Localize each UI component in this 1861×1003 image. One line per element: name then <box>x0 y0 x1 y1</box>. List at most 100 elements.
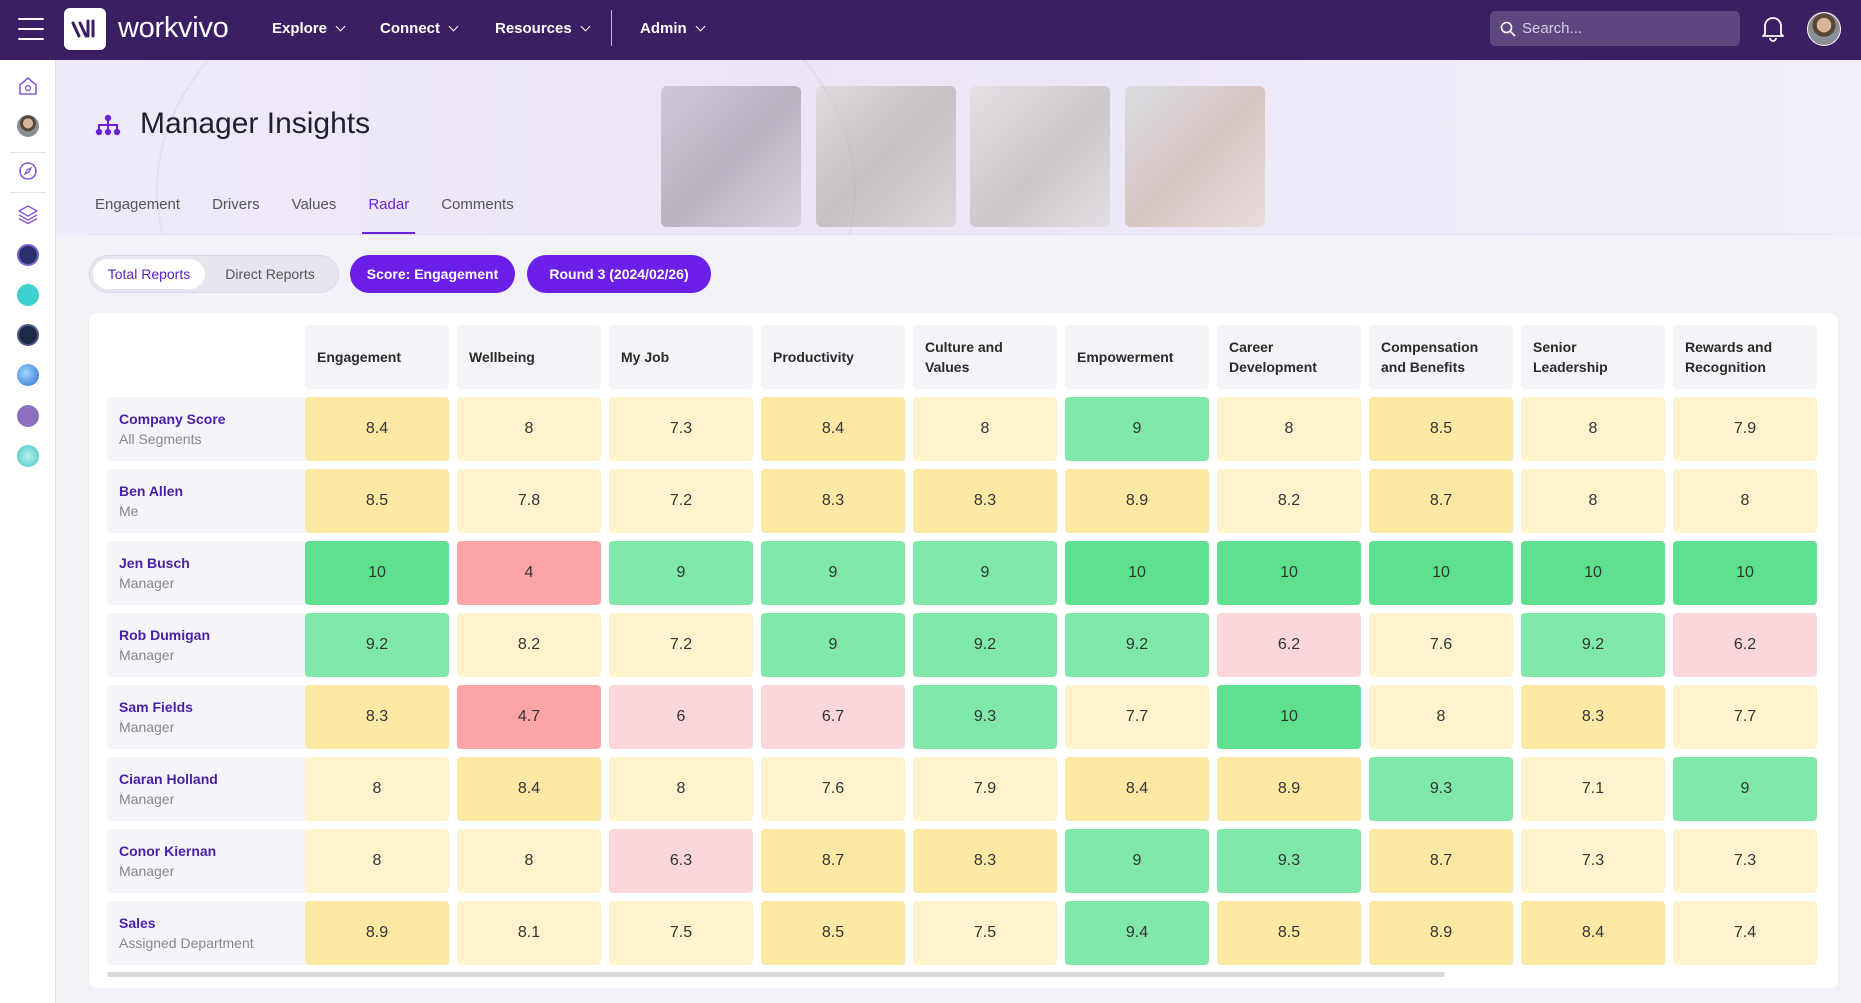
score-cell[interactable]: 7.8 <box>457 469 601 533</box>
space-avatar-5[interactable] <box>15 403 41 429</box>
nav-resources[interactable]: Resources <box>495 20 591 37</box>
tab-values[interactable]: Values <box>291 196 337 213</box>
score-cell[interactable]: 8.7 <box>761 829 905 893</box>
score-cell[interactable]: 9 <box>913 541 1057 605</box>
score-cell[interactable]: 8.4 <box>305 397 449 461</box>
score-cell[interactable]: 9.2 <box>305 613 449 677</box>
score-cell[interactable]: 9 <box>761 613 905 677</box>
home-icon[interactable] <box>15 73 41 99</box>
space-avatar-6[interactable] <box>15 443 41 469</box>
tab-radar[interactable]: Radar <box>362 196 425 234</box>
brand-name[interactable]: workvivo <box>118 12 229 44</box>
score-cell[interactable]: 9 <box>1065 397 1209 461</box>
score-cell[interactable]: 8.7 <box>1369 469 1513 533</box>
score-cell[interactable]: 8.9 <box>1065 469 1209 533</box>
score-cell[interactable]: 7.5 <box>609 901 753 965</box>
row-name[interactable]: Ciaran Holland <box>119 771 218 787</box>
score-cell[interactable]: 8 <box>1217 397 1361 461</box>
score-cell[interactable]: 8.9 <box>305 901 449 965</box>
tab-comments[interactable]: Comments <box>441 196 514 213</box>
score-cell[interactable]: 7.2 <box>609 469 753 533</box>
row-name[interactable]: Conor Kiernan <box>119 843 217 859</box>
row-name[interactable]: Jen Busch <box>119 555 190 571</box>
score-cell[interactable]: 8 <box>305 829 449 893</box>
space-avatar-3[interactable] <box>15 322 41 348</box>
score-cell[interactable]: 7.3 <box>609 397 753 461</box>
score-cell[interactable]: 7.3 <box>1673 829 1817 893</box>
row-name[interactable]: Sam Fields <box>119 699 193 715</box>
score-cell[interactable]: 9.3 <box>1217 829 1361 893</box>
score-cell[interactable]: 8 <box>1521 397 1665 461</box>
score-cell[interactable]: 8 <box>1369 685 1513 749</box>
score-cell[interactable]: 8 <box>609 757 753 821</box>
hamburger-menu-icon[interactable] <box>18 18 44 40</box>
nav-admin[interactable]: Admin <box>640 20 706 37</box>
space-avatar-1[interactable] <box>15 242 41 268</box>
score-cell[interactable]: 8 <box>457 397 601 461</box>
bell-icon[interactable] <box>1760 14 1786 42</box>
score-cell[interactable]: 10 <box>305 541 449 605</box>
tab-drivers[interactable]: Drivers <box>212 196 260 213</box>
score-cell[interactable]: 10 <box>1065 541 1209 605</box>
workvivo-logo-icon[interactable] <box>64 8 106 50</box>
score-cell[interactable]: 7.7 <box>1673 685 1817 749</box>
score-cell[interactable]: 8.5 <box>1217 901 1361 965</box>
profile-avatar[interactable] <box>15 113 41 139</box>
score-cell[interactable]: 8 <box>913 397 1057 461</box>
search-box[interactable] <box>1490 11 1740 46</box>
score-cell[interactable]: 9.2 <box>1065 613 1209 677</box>
score-cell[interactable]: 8 <box>1521 469 1665 533</box>
score-cell[interactable]: 8.3 <box>913 829 1057 893</box>
score-cell[interactable]: 6.2 <box>1217 613 1361 677</box>
nav-connect[interactable]: Connect <box>380 20 459 37</box>
score-cell[interactable]: 9.2 <box>1521 613 1665 677</box>
score-cell[interactable]: 7.9 <box>1673 397 1817 461</box>
score-cell[interactable]: 6.2 <box>1673 613 1817 677</box>
score-cell[interactable]: 8 <box>1673 469 1817 533</box>
score-cell[interactable]: 9 <box>761 541 905 605</box>
row-name[interactable]: Rob Dumigan <box>119 627 210 643</box>
score-cell[interactable]: 7.7 <box>1065 685 1209 749</box>
score-cell[interactable]: 9 <box>1673 757 1817 821</box>
score-cell[interactable]: 8.2 <box>457 613 601 677</box>
score-cell[interactable]: 8.4 <box>1521 901 1665 965</box>
score-cell[interactable]: 8.4 <box>1065 757 1209 821</box>
score-cell[interactable]: 6.7 <box>761 685 905 749</box>
total-reports-button[interactable]: Total Reports <box>93 259 205 289</box>
score-cell[interactable]: 8.3 <box>305 685 449 749</box>
score-cell[interactable]: 8.5 <box>305 469 449 533</box>
score-cell[interactable]: 8.9 <box>1369 901 1513 965</box>
score-cell[interactable]: 8.2 <box>1217 469 1361 533</box>
score-filter-button[interactable]: Score: Engagement <box>350 255 515 293</box>
score-cell[interactable]: 8.3 <box>913 469 1057 533</box>
score-cell[interactable]: 6 <box>609 685 753 749</box>
score-cell[interactable]: 8.7 <box>1369 829 1513 893</box>
score-cell[interactable]: 8.4 <box>457 757 601 821</box>
score-cell[interactable]: 8.5 <box>761 901 905 965</box>
row-name[interactable]: Company Score <box>119 411 226 427</box>
score-cell[interactable]: 7.2 <box>609 613 753 677</box>
score-cell[interactable]: 10 <box>1521 541 1665 605</box>
space-avatar-2[interactable] <box>15 282 41 308</box>
tab-engagement[interactable]: Engagement <box>95 196 181 213</box>
score-cell[interactable]: 8.3 <box>1521 685 1665 749</box>
score-cell[interactable]: 7.3 <box>1521 829 1665 893</box>
row-name[interactable]: Ben Allen <box>119 483 184 499</box>
score-cell[interactable]: 7.1 <box>1521 757 1665 821</box>
score-cell[interactable]: 8.9 <box>1217 757 1361 821</box>
score-cell[interactable]: 9.2 <box>913 613 1057 677</box>
score-cell[interactable]: 7.9 <box>913 757 1057 821</box>
score-cell[interactable]: 9.4 <box>1065 901 1209 965</box>
score-cell[interactable]: 10 <box>1369 541 1513 605</box>
compass-icon[interactable] <box>15 158 41 184</box>
direct-reports-button[interactable]: Direct Reports <box>225 266 315 282</box>
score-cell[interactable]: 6.3 <box>609 829 753 893</box>
score-cell[interactable]: 9 <box>1065 829 1209 893</box>
score-cell[interactable]: 10 <box>1217 685 1361 749</box>
score-cell[interactable]: 8.5 <box>1369 397 1513 461</box>
score-cell[interactable]: 9.3 <box>1369 757 1513 821</box>
score-cell[interactable]: 7.6 <box>761 757 905 821</box>
score-cell[interactable]: 8.3 <box>761 469 905 533</box>
horizontal-scrollbar[interactable] <box>107 972 1445 977</box>
search-input[interactable] <box>1522 20 1722 37</box>
